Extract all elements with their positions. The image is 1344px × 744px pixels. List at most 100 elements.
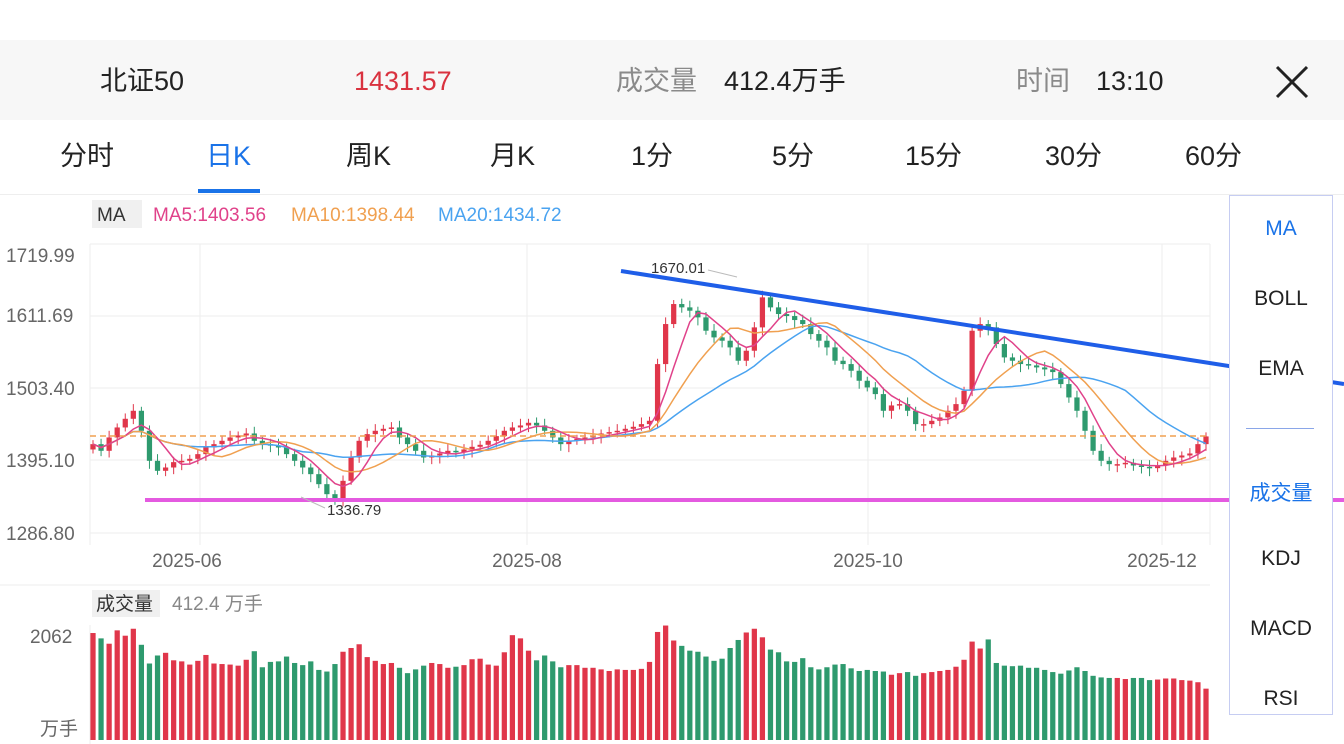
candle-body [1066, 384, 1072, 398]
indicator-boll[interactable]: BOLL [1254, 287, 1308, 310]
candle-body [90, 444, 96, 450]
indicator-rsi[interactable]: RSI [1263, 687, 1299, 710]
volume-bar [130, 628, 136, 740]
volume-bar [195, 660, 201, 740]
candle-body [412, 444, 419, 451]
volume-bar [340, 651, 346, 740]
candle-body [816, 334, 822, 341]
volume-bar [348, 648, 354, 740]
indicator-panel [1229, 195, 1333, 715]
candle-body [582, 437, 588, 439]
volume-bar [316, 669, 322, 740]
tab-1min[interactable]: 1分 [631, 141, 674, 171]
volume-bar [808, 667, 814, 740]
candle-body [550, 430, 556, 438]
volume-bar [203, 654, 209, 740]
ma10-line [92, 322, 1207, 473]
indicator-ema[interactable]: EMA [1258, 357, 1304, 380]
volume-bar [566, 665, 572, 740]
volume-bar [437, 664, 443, 740]
volume-label: 成交量 [616, 66, 697, 96]
close-button[interactable] [1270, 60, 1314, 104]
candle-body [1187, 453, 1193, 456]
candle-body [808, 324, 814, 335]
candle-body [993, 327, 999, 345]
volume-bar [590, 667, 596, 740]
tab-15min[interactable]: 15分 [905, 141, 963, 171]
tab-weekly-k[interactable]: 周K [346, 141, 392, 171]
indicator-kdj[interactable]: KDJ [1261, 547, 1301, 570]
tab-60min[interactable]: 60分 [1185, 141, 1243, 171]
x-tick-label: 2025-12 [1127, 551, 1197, 572]
volume-bar [888, 674, 895, 740]
volume-bar [856, 671, 862, 740]
period-tabs [0, 120, 1344, 195]
volume-bar [259, 667, 265, 740]
trendline[interactable] [620, 269, 1344, 386]
volume-bar [663, 625, 669, 740]
candle-body [1195, 444, 1201, 454]
volume-bar [1130, 677, 1137, 740]
volume-bar [759, 637, 766, 740]
tab-5min[interactable]: 5分 [772, 141, 815, 171]
volume-bar [364, 657, 370, 740]
candle-body [711, 330, 717, 338]
volume-bar [114, 630, 120, 740]
volume-bar [509, 635, 516, 740]
volume-bar [953, 666, 959, 740]
candle-body [542, 425, 548, 431]
volume-bar [146, 663, 153, 740]
volume-bar [622, 669, 628, 740]
candle-body [904, 404, 911, 411]
candle-body [654, 364, 661, 421]
volume-tag: 成交量 [96, 593, 153, 615]
volume-bar [671, 640, 677, 740]
volume-bar [921, 673, 927, 740]
candle-body [179, 460, 185, 463]
indicator-divider [1246, 428, 1314, 429]
indicator-macd[interactable]: MACD [1250, 617, 1312, 640]
candle-body [1203, 436, 1209, 445]
volume-bar [324, 671, 330, 740]
volume-bar [767, 649, 774, 740]
volume-bar [187, 664, 193, 740]
candle-body [1090, 430, 1096, 451]
candle-body [719, 337, 725, 341]
header-bar [0, 40, 1344, 120]
x-tick-label: 2025-10 [833, 551, 903, 572]
indicator-volume[interactable]: 成交量 [1249, 482, 1313, 505]
volume-bar [308, 661, 314, 740]
volume-bar [525, 650, 532, 740]
candle-body [356, 440, 362, 458]
candle-body [1146, 466, 1153, 469]
tab-30min[interactable]: 30分 [1045, 141, 1103, 171]
volume-bar [598, 669, 604, 740]
candle-body [566, 440, 572, 445]
candle-body [622, 428, 628, 431]
tab-intraday[interactable]: 分时 [60, 141, 114, 171]
indicator-ma[interactable]: MA [1265, 217, 1297, 240]
volume-bar [1058, 673, 1064, 740]
volume-bar [679, 645, 685, 740]
candle-body [154, 460, 161, 471]
candle-body [235, 435, 241, 438]
tab-monthly-k[interactable]: 月K [490, 141, 536, 171]
volume-bar [832, 664, 838, 740]
candle-body [630, 426, 636, 429]
candle-body [388, 427, 395, 429]
candle-body [775, 307, 782, 315]
volume-bar [977, 648, 983, 740]
candle-body [1050, 369, 1056, 373]
y-tick-label: 1395.10 [6, 451, 75, 472]
volume-bar [332, 664, 338, 740]
volume-bar [162, 652, 169, 740]
candle-body [679, 304, 685, 308]
volume-bar [1114, 677, 1120, 740]
candle-body [485, 440, 491, 445]
ma5-legend: MA5:1403.56 [153, 205, 266, 226]
tab-daily-k[interactable]: 日K [206, 141, 252, 171]
candle-body [1106, 460, 1112, 465]
candle-body [743, 350, 749, 361]
candle-body [1171, 457, 1177, 461]
